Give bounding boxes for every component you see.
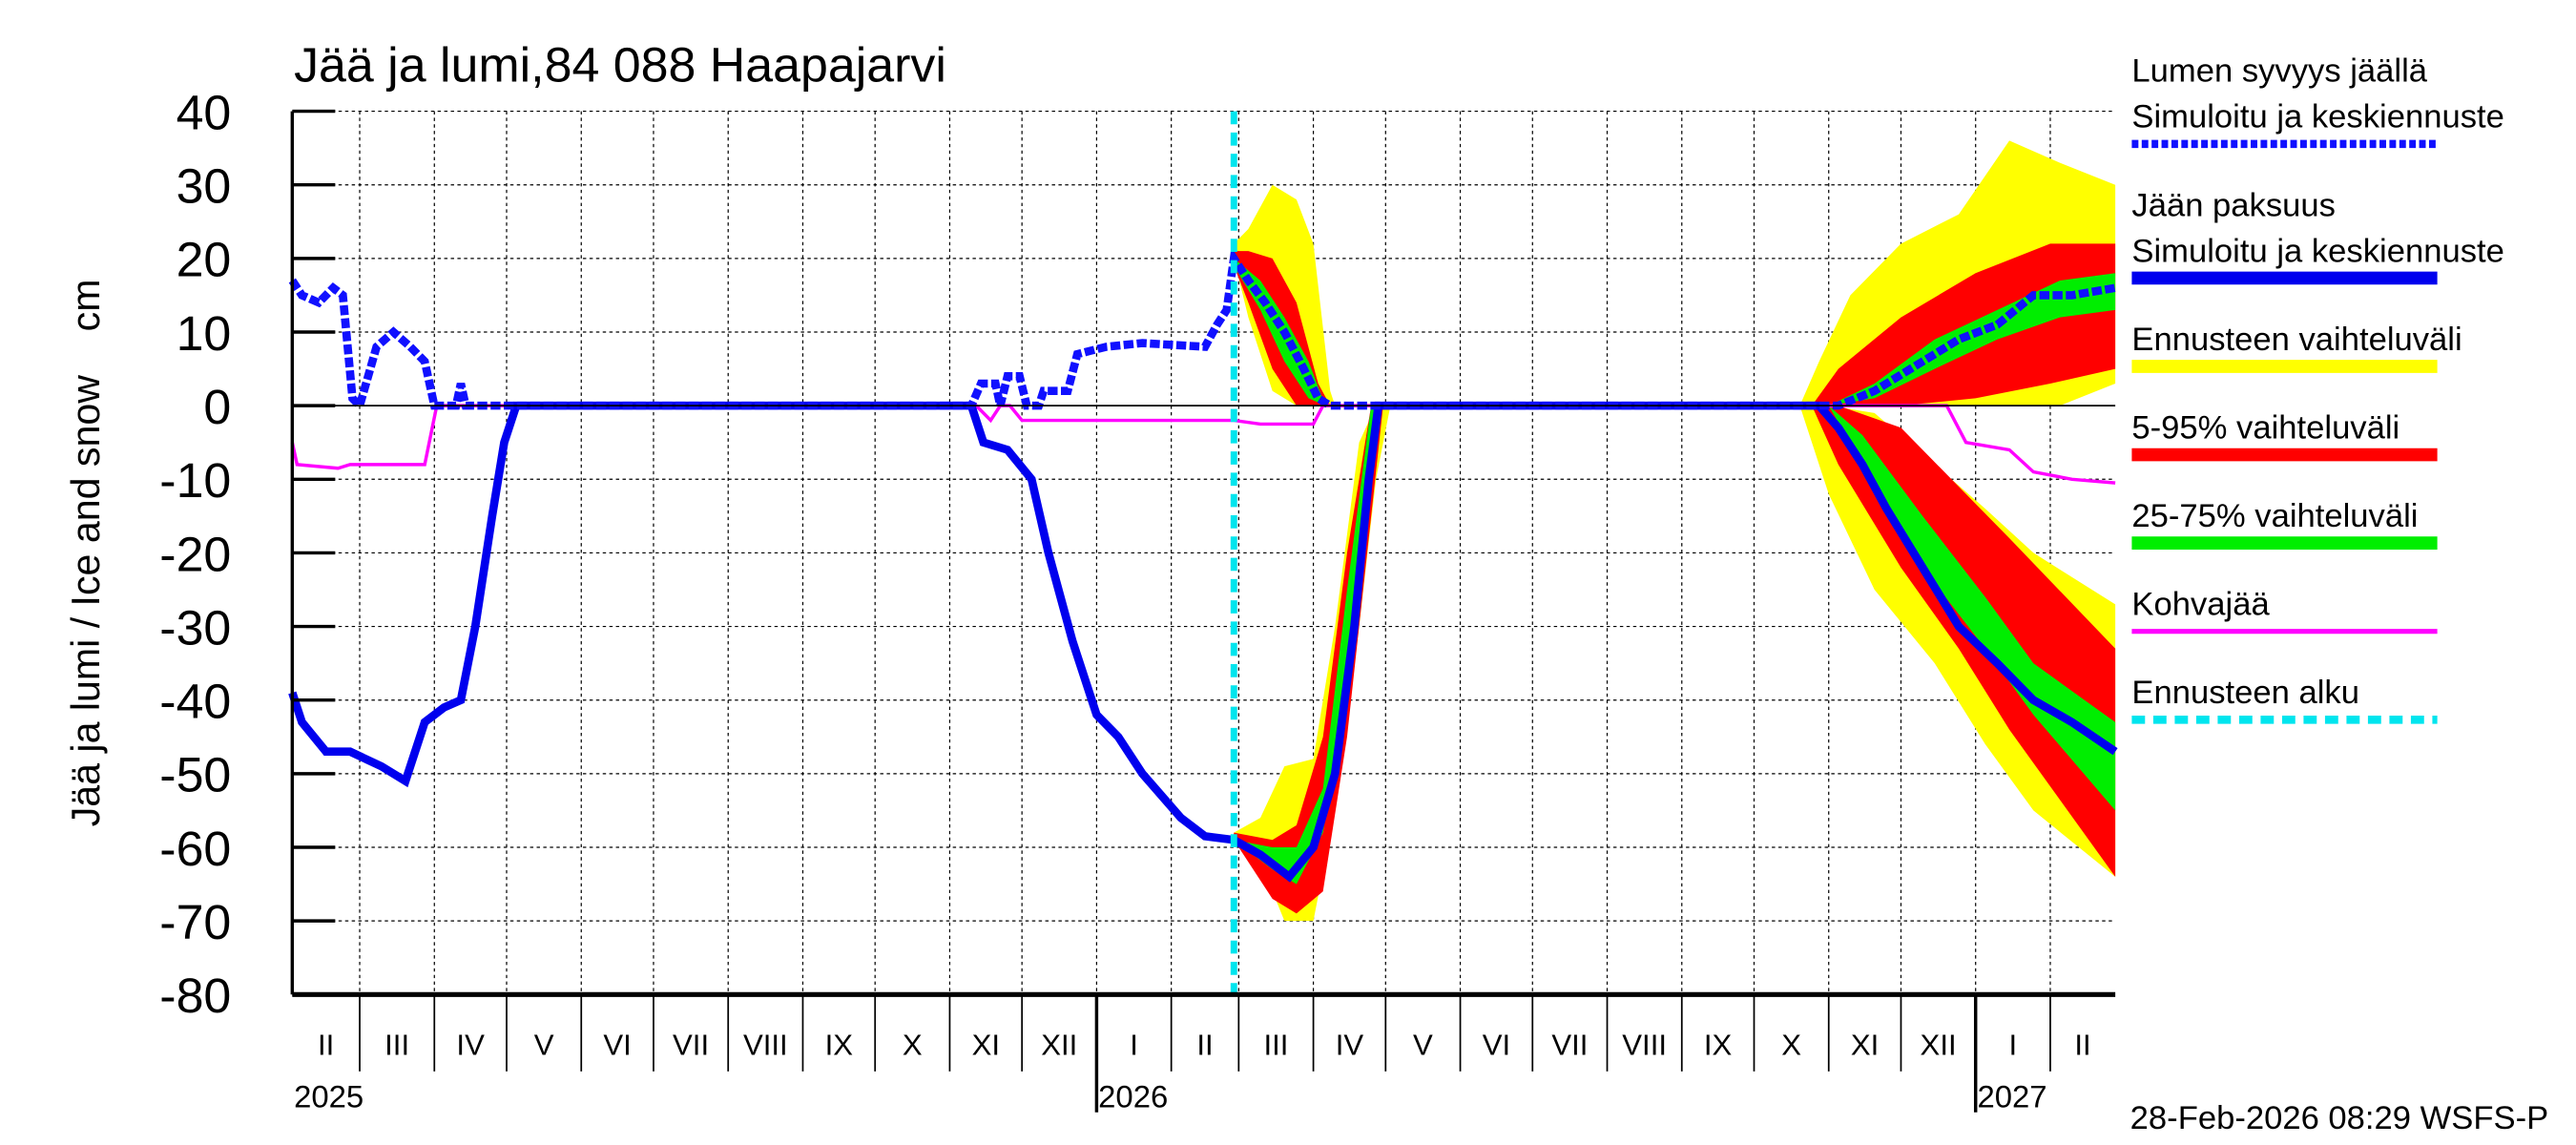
y-tick-label: -60	[159, 821, 231, 876]
grid	[292, 110, 2116, 995]
y-tick-label: -20	[159, 527, 231, 582]
year-label: 2026	[1098, 1079, 1168, 1114]
legend-label: Simuloitu ja keskiennuste	[2131, 99, 2503, 135]
legend-label: 25-75% vaihteluväli	[2131, 498, 2418, 534]
month-label: XII	[1041, 1029, 1077, 1062]
legend-label: 5-95% vaihteluväli	[2131, 410, 2399, 447]
month-label: I	[2009, 1029, 2018, 1062]
month-label: II	[318, 1029, 334, 1062]
month-label: XI	[972, 1029, 1000, 1062]
legend-label: Simuloitu ja keskiennuste	[2131, 233, 2503, 269]
y-tick-label: -40	[159, 674, 231, 729]
month-label: II	[1196, 1029, 1213, 1062]
y-tick-label: -30	[159, 600, 231, 656]
month-label: IV	[1336, 1029, 1364, 1062]
month-label: X	[1781, 1029, 1801, 1062]
y-tick-label: 10	[177, 305, 232, 361]
month-label: V	[1413, 1029, 1433, 1062]
month-label: IV	[456, 1029, 485, 1062]
month-label: VI	[1483, 1029, 1510, 1062]
legend: Lumen syvyys jäällä Simuloitu ja keskienn…	[2131, 53, 2504, 724]
month-label: V	[534, 1029, 554, 1062]
month-label: IX	[1704, 1029, 1733, 1062]
y-tick-label: -80	[159, 968, 231, 1023]
chart-title: Jää ja lumi,84 088 Haapajarvi	[294, 37, 946, 93]
month-label: VII	[1551, 1029, 1588, 1062]
month-label: III	[1263, 1029, 1288, 1062]
y-tick-label: -10	[159, 452, 231, 508]
y-tick-label: 40	[177, 85, 232, 140]
month-label: VIII	[743, 1029, 788, 1062]
month-label: VIII	[1622, 1029, 1667, 1062]
y-tick-label: -50	[159, 747, 231, 802]
month-label: XII	[1921, 1029, 1957, 1062]
month-label: XI	[1851, 1029, 1879, 1062]
month-label: I	[1130, 1029, 1138, 1062]
forecast-bands	[1234, 140, 2116, 922]
band-5-95	[1812, 406, 2116, 877]
year-label: 2027	[1977, 1079, 2046, 1114]
month-label: IX	[825, 1029, 854, 1062]
legend-label: Ennusteen vaihteluväli	[2131, 322, 2462, 358]
ice-thickness-line	[288, 401, 2118, 883]
band-25-75	[1828, 273, 2116, 406]
legend-label: Jään paksuus	[2131, 187, 2336, 223]
legend-label: Kohvajää	[2131, 587, 2270, 623]
footer-timestamp: 28-Feb-2026 08:29 WSFS-P	[2130, 1100, 2549, 1136]
month-label: VI	[603, 1029, 631, 1062]
y-axis-label: Jää ja lumi / Ice and snow cm	[64, 280, 108, 827]
y-tick-label: 20	[177, 232, 232, 287]
y-tick-label: 0	[203, 379, 231, 434]
month-label: X	[903, 1029, 923, 1062]
month-label: III	[384, 1029, 409, 1062]
month-label: II	[2074, 1029, 2090, 1062]
y-tick-label: 30	[177, 158, 232, 214]
month-label: VII	[673, 1029, 709, 1062]
kohva-line	[290, 404, 2116, 485]
legend-label: Ennusteen alku	[2131, 675, 2359, 711]
legend-label: Lumen syvyys jäällä	[2131, 53, 2427, 90]
y-tick-label: -70	[159, 894, 231, 949]
year-label: 2025	[294, 1079, 364, 1114]
band-5-95	[1812, 243, 2116, 406]
